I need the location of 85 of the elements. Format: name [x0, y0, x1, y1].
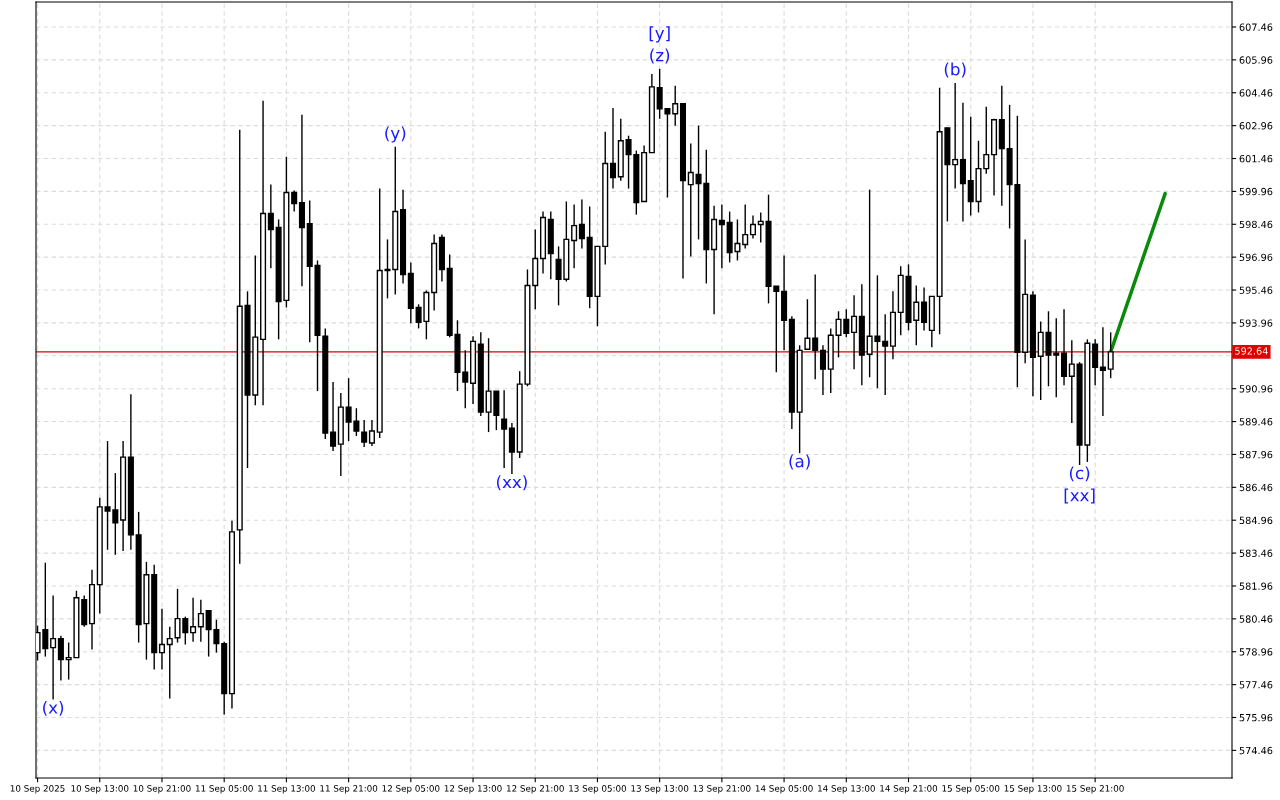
candlestick	[959, 102, 966, 223]
y-tick-label: 583.46	[1239, 549, 1273, 557]
candlestick	[1068, 339, 1075, 424]
x-tick-label: 10 Sep 21:00	[133, 785, 191, 794]
x-tick-label: 13 Sep 05:00	[569, 785, 627, 794]
candlestick	[804, 298, 811, 350]
candlestick	[57, 635, 64, 682]
x-tick-label: 12 Sep 05:00	[382, 785, 440, 794]
annotation: (z)	[650, 48, 670, 64]
x-tick-label: 14 Sep 21:00	[880, 785, 938, 794]
y-tick-label: 581.96	[1239, 582, 1273, 590]
candlestick	[609, 107, 617, 190]
x-tick-label: 15 Sep 13:00	[1004, 785, 1062, 794]
y-tick-label: 596.96	[1239, 253, 1273, 261]
annotation: [y]	[649, 26, 670, 43]
y-tick-label: 595.46	[1239, 286, 1273, 294]
candlestick	[718, 203, 725, 270]
candlestick	[851, 294, 858, 370]
candlestick	[921, 286, 928, 332]
candlestick	[882, 313, 889, 396]
y-tick-label: 584.96	[1239, 516, 1273, 525]
y-tick-label: 602.96	[1239, 122, 1273, 130]
x-tick-label: 12 Sep 21:00	[507, 785, 564, 794]
candlestick	[578, 198, 585, 250]
x-tick-label: 14 Sep 05:00	[755, 785, 813, 794]
candlestick	[819, 344, 826, 396]
x-tick-label: 10 Sep 2025	[10, 785, 65, 794]
annotation: (a)	[789, 454, 810, 470]
x-tick-label: 14 Sep 13:00	[818, 785, 875, 794]
candlestick	[501, 389, 508, 469]
candlestick	[361, 419, 368, 448]
y-tick-label: 601.46	[1239, 154, 1273, 163]
y-tick-label: 587.96	[1239, 450, 1273, 459]
y-tick-label: 580.46	[1239, 615, 1273, 623]
annotation: (x)	[43, 700, 64, 716]
candlestick	[190, 597, 197, 643]
x-tick-label: 10 Sep 13:00	[71, 785, 129, 794]
candlestick	[330, 381, 337, 452]
y-tick-label: 578.96	[1239, 648, 1273, 656]
annotation: [xx]	[1064, 488, 1095, 504]
y-tick-label: 598.46	[1239, 220, 1273, 229]
annotation: (b)	[944, 62, 966, 78]
candlestick	[672, 85, 679, 127]
candlestick	[197, 599, 204, 643]
y-tick-label: 605.96	[1239, 56, 1273, 64]
candlestick	[267, 183, 274, 270]
candlestick	[508, 422, 515, 475]
candlestick	[749, 214, 757, 240]
x-tick-label: 13 Sep 21:00	[693, 785, 751, 794]
candlestick	[1092, 338, 1099, 386]
y-tick-label: 575.96	[1239, 713, 1273, 722]
x-tick-label: 15 Sep 21:00	[1066, 785, 1124, 794]
candlestick	[1107, 331, 1114, 379]
y-tick-label: 589.46	[1239, 418, 1273, 426]
y-tick-label: 599.96	[1239, 187, 1273, 196]
candlestick	[812, 273, 819, 380]
x-tick-label: 13 Sep 13:00	[631, 785, 689, 794]
candlestick	[757, 211, 764, 244]
y-tick-label: 574.46	[1239, 746, 1273, 755]
candlestick	[742, 203, 749, 250]
candlestick	[368, 419, 375, 447]
y-tick-label: 586.46	[1239, 483, 1273, 492]
x-tick-label: 11 Sep 21:00	[320, 785, 378, 794]
y-tick-label: 590.96	[1239, 385, 1273, 393]
annotation: (xx)	[496, 475, 527, 491]
candlestick	[1099, 326, 1106, 417]
x-tick-label: 11 Sep 05:00	[195, 785, 253, 794]
candlestick	[291, 189, 298, 213]
candlestick	[1061, 308, 1068, 386]
candlestick	[166, 626, 173, 700]
x-tick-label: 11 Sep 13:00	[258, 785, 316, 794]
ref-line-label: 592.64	[1235, 347, 1268, 355]
y-tick-label: 577.46	[1239, 681, 1273, 689]
y-tick-label: 604.46	[1239, 89, 1273, 97]
annotation: (c)	[1069, 466, 1090, 482]
y-tick-label: 593.96	[1239, 319, 1273, 327]
annotation: (y)	[385, 126, 406, 143]
x-tick-label: 15 Sep 05:00	[942, 785, 1000, 794]
candlestick	[158, 608, 166, 671]
candlestick	[952, 82, 959, 190]
x-tick-label: 12 Sep 13:00	[444, 785, 502, 794]
candlestick	[687, 142, 694, 258]
candlestick	[571, 203, 578, 270]
candlestick	[50, 594, 57, 701]
y-tick-label: 607.46	[1239, 23, 1273, 31]
